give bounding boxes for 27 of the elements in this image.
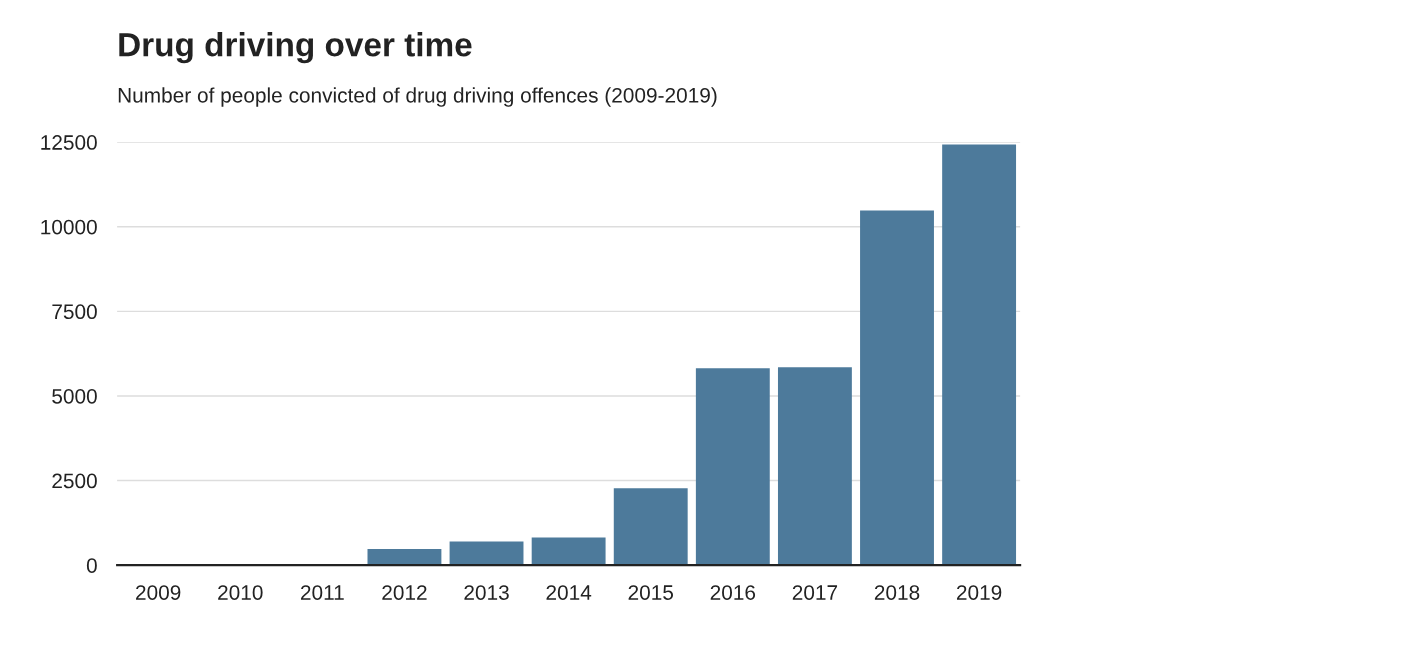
bar bbox=[367, 548, 442, 566]
x-tick-label: 2018 bbox=[874, 585, 920, 600]
x-tick-label: 2010 bbox=[218, 585, 263, 600]
bar bbox=[613, 488, 688, 566]
x-tick-label: 2011 bbox=[301, 585, 344, 600]
x-tick-label: 2014 bbox=[546, 585, 592, 600]
x-tick-label: 2019 bbox=[956, 585, 1002, 600]
x-tick-label: 2017 bbox=[792, 585, 838, 600]
chart-subtitle: Number of people convicted of drug driving offences (2009-2019) bbox=[118, 87, 717, 107]
bar bbox=[942, 144, 1017, 566]
y-tick-label: 7500 bbox=[52, 304, 97, 320]
bar bbox=[695, 368, 770, 566]
x-tick-label: 2009 bbox=[136, 585, 181, 600]
bar bbox=[449, 541, 524, 566]
y-tick-label: 2500 bbox=[52, 473, 97, 489]
y-tick-label: 5000 bbox=[52, 388, 97, 404]
x-tick-label: 2013 bbox=[464, 585, 509, 600]
chart-title: Drug driving over time bbox=[119, 32, 472, 64]
y-tick-label: 12500 bbox=[41, 135, 97, 150]
bar bbox=[531, 537, 606, 566]
bar bbox=[860, 210, 934, 566]
y-tick-label: 0 bbox=[86, 558, 97, 573]
bar bbox=[777, 367, 852, 566]
x-tick-label: 2015 bbox=[628, 585, 674, 600]
x-tick-label: 2016 bbox=[710, 585, 756, 600]
x-tick-label: 2012 bbox=[382, 585, 427, 600]
y-tick-label: 10000 bbox=[41, 219, 97, 235]
